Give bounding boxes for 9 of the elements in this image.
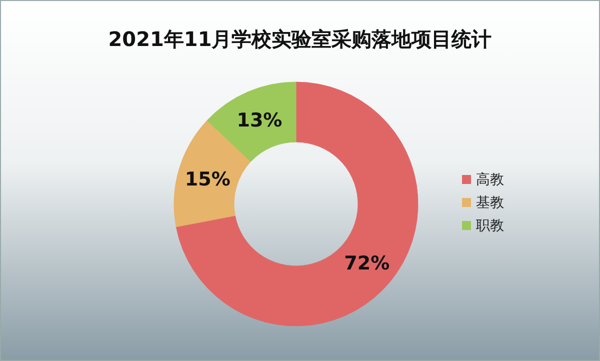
chart-title: 2021年11月学校实验室采购落地项目统计 [108,27,492,51]
legend-label: 职教 [476,218,504,234]
legend-label: 基教 [476,195,504,211]
data-label: 72% [344,252,390,275]
data-label: 13% [236,110,282,132]
legend-label: 高教 [476,172,504,188]
donut-slice [206,82,296,162]
data-label: 15% [184,168,230,190]
donut-slice [176,82,418,326]
